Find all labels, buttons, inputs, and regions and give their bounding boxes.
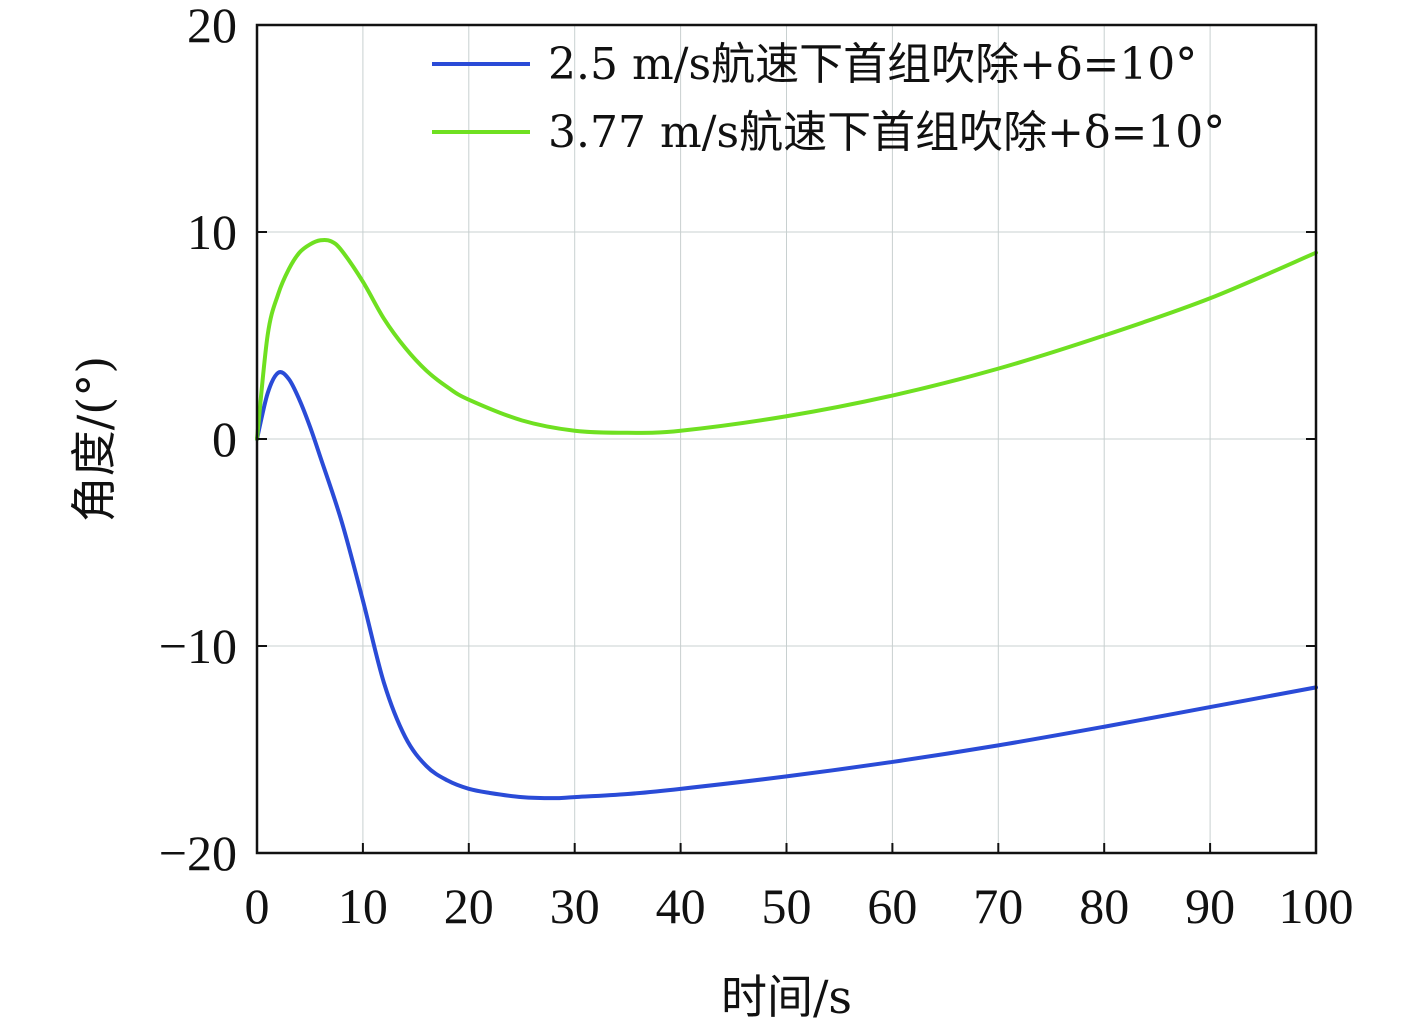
- x-tick-label-8: 80: [1079, 878, 1129, 934]
- x-tick-label-4: 40: [656, 878, 706, 934]
- legend-label-1: 3.77 m/s航速下首组吹除+δ=10°: [548, 107, 1225, 158]
- series-line-0: [255, 370, 1318, 801]
- y-tick-label-2: 0: [212, 411, 237, 467]
- x-tick-label-1: 10: [338, 878, 388, 934]
- legend-label-0: 2.5 m/s航速下首组吹除+δ=10°: [548, 39, 1197, 90]
- tick-layer: 0 10 20 30 40 50 60 70 80 90 100 −20 −10 0 10 20: [159, 0, 1354, 934]
- y-axis-title: 角度/(°): [67, 356, 121, 522]
- x-tick-label-9: 90: [1185, 878, 1235, 934]
- legend: 2.5 m/s航速下首组吹除+δ=10° 3.77 m/s航速下首组吹除+δ=10…: [432, 39, 1225, 158]
- x-tick-label-2: 20: [444, 878, 494, 934]
- series-line-1: [255, 237, 1318, 441]
- y-tick-label-0: −20: [159, 825, 237, 881]
- x-tick-label-3: 30: [550, 878, 600, 934]
- series-layer: [255, 237, 1318, 801]
- x-tick-label-0: 0: [245, 878, 270, 934]
- x-tick-label-5: 50: [762, 878, 812, 934]
- x-tick-label-7: 70: [973, 878, 1023, 934]
- y-tick-label-4: 20: [187, 0, 237, 53]
- y-tick-label-3: 10: [187, 204, 237, 260]
- x-tick-label-6: 60: [867, 878, 917, 934]
- y-tick-label-1: −10: [159, 618, 237, 674]
- grid-layer: [257, 25, 1316, 853]
- x-tick-label-10: 100: [1279, 878, 1354, 934]
- x-axis-title: 时间/s: [721, 970, 852, 1024]
